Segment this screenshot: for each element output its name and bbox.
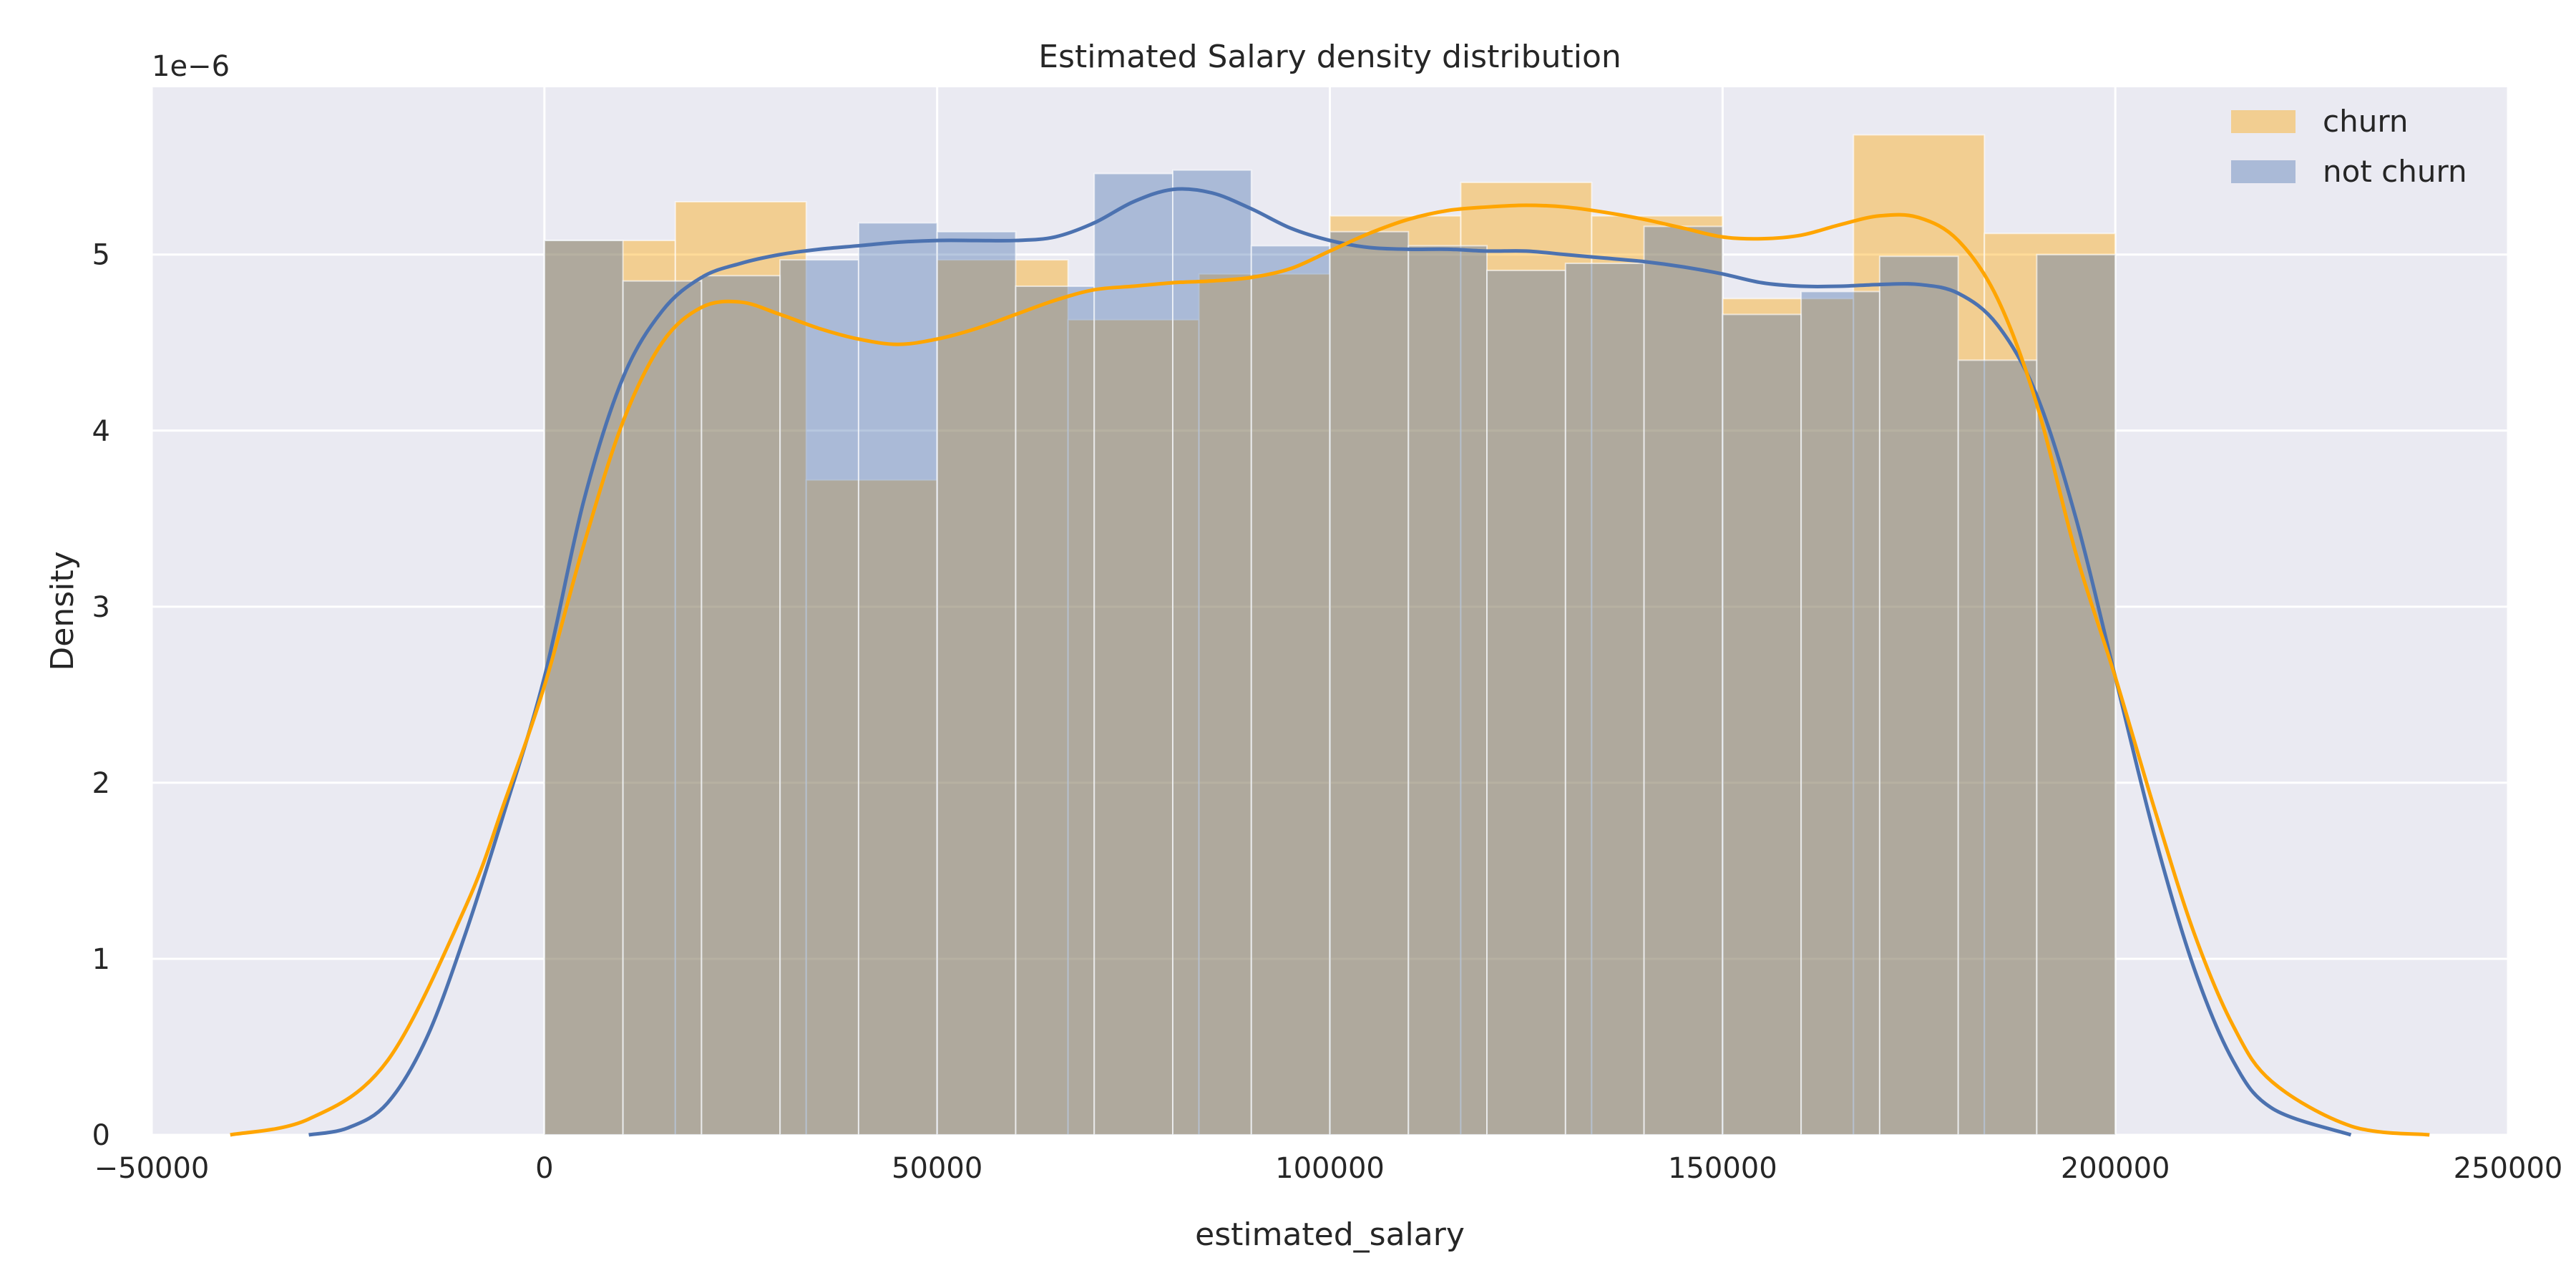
x-tick-label: 0: [535, 1152, 553, 1185]
kde-line-churn: [230, 203, 2430, 1137]
histogram-bar-churn: [543, 240, 676, 1136]
legend-label-not-churn: not churn: [2323, 154, 2467, 189]
histogram-bar-not-churn: [1015, 286, 1096, 1136]
histogram-bar-churn: [936, 259, 1069, 1136]
histogram-bar-churn: [1722, 298, 1855, 1136]
histogram-bar-not-churn: [1329, 230, 1410, 1136]
histogram-bar-not-churn: [1800, 291, 1880, 1136]
kde-curves: [230, 187, 2430, 1137]
histogram-bar-churn: [1853, 134, 1986, 1136]
histogram-bar-churn: [1329, 215, 1462, 1136]
kde-line-not-churn: [308, 187, 2352, 1137]
histogram-bar-churn: [1198, 273, 1331, 1136]
y-tick-label: 2: [92, 767, 110, 800]
legend-label-churn: churn: [2323, 104, 2408, 139]
histogram-bar-not-churn: [1407, 245, 1488, 1136]
x-tick-label: 200000: [2061, 1152, 2170, 1185]
histogram-bar-not-churn: [622, 280, 703, 1136]
histogram-bar-not-churn: [2036, 253, 2117, 1136]
x-tick-label: 250000: [2454, 1152, 2563, 1185]
legend-swatch-not-churn: [2231, 160, 2296, 183]
y-tick-label: 5: [92, 239, 110, 272]
histogram-bar-not-churn: [1093, 172, 1174, 1136]
histogram-bar-not-churn: [543, 240, 624, 1136]
x-tick-label: 150000: [1668, 1152, 1777, 1185]
histogram-bar-not-churn: [1250, 245, 1331, 1136]
histogram-bars: [543, 134, 2117, 1136]
histogram-bar-not-churn: [1564, 263, 1645, 1136]
histogram-bar-churn: [1067, 318, 1200, 1136]
histogram-bar-churn: [1984, 233, 2117, 1136]
y-tick-label: 3: [92, 591, 110, 624]
y-tick-label: 1: [92, 943, 110, 976]
x-tick-label: 50000: [892, 1152, 982, 1185]
x-axis-ticks: −50000 0 50000 100000 150000 200000 250000: [94, 1152, 2563, 1185]
y-multiplier-label: 1e−6: [152, 50, 230, 83]
x-axis-label: estimated_salary: [1195, 1216, 1465, 1253]
histogram-bar-not-churn: [779, 259, 859, 1136]
legend: churn not churn: [2231, 104, 2467, 189]
x-tick-label: 100000: [1275, 1152, 1385, 1185]
y-tick-label: 4: [92, 415, 110, 448]
histogram-bar-not-churn: [1486, 269, 1566, 1136]
histogram-bar-not-churn: [701, 275, 781, 1136]
y-axis-label: Density: [44, 551, 81, 670]
histogram-bar-not-churn: [857, 222, 938, 1136]
y-axis-ticks: 0 1 2 3 4 5: [92, 239, 110, 1152]
histogram-bar-not-churn: [1643, 225, 1724, 1136]
y-tick-label: 0: [92, 1119, 110, 1152]
histogram-bar-churn: [1591, 215, 1724, 1136]
x-tick-label: −50000: [94, 1152, 210, 1185]
histogram-bar-not-churn: [1878, 255, 1959, 1136]
legend-swatch-churn: [2231, 110, 2296, 133]
histogram-bar-not-churn: [1171, 169, 1252, 1136]
histogram-bar-not-churn: [936, 230, 1017, 1136]
chart-title: Estimated Salary density distribution: [1038, 39, 1621, 75]
histogram-bar-not-churn: [1957, 359, 2038, 1136]
histogram-bar-not-churn: [1722, 313, 1802, 1136]
